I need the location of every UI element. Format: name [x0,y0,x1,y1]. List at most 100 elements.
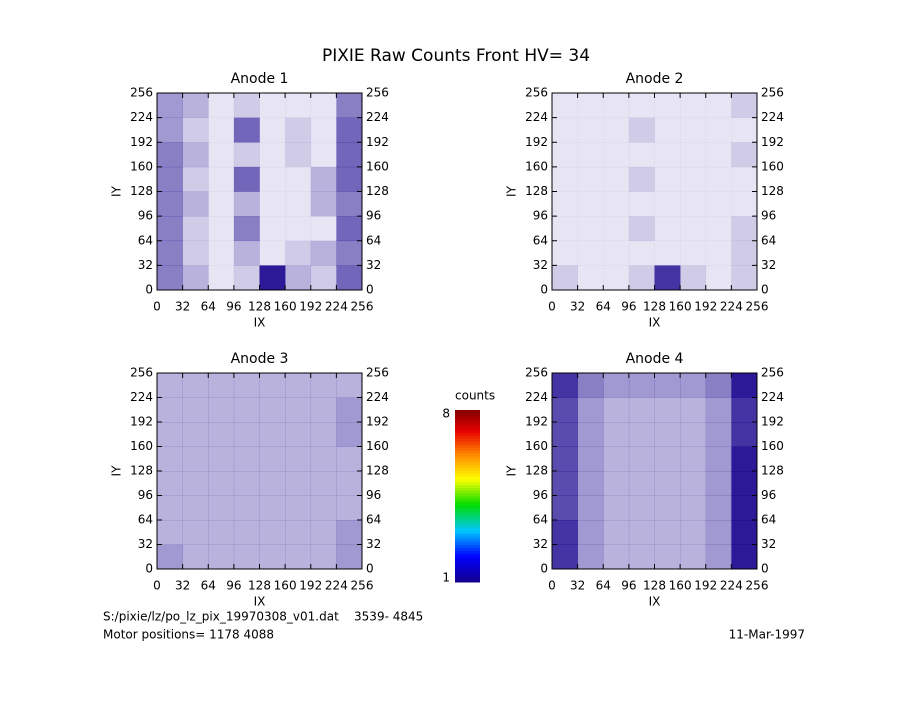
heat-cell [182,142,209,168]
y-tick-label: 128 [525,464,548,478]
x-tick-label: 224 [720,579,743,593]
x-tick-label: 256 [351,579,374,593]
heat-cell [157,495,183,521]
y2-tick-label: 64 [366,513,381,527]
y-tick-label: 128 [130,184,153,198]
heat-cell [577,240,604,266]
y-tick-label: 256 [130,86,153,100]
y2-tick-label: 224 [366,110,389,124]
heat-cell [628,373,655,398]
heat-cell [336,495,363,521]
heat-cell [552,93,578,118]
colorbar-swatch [455,547,480,551]
y-tick-label: 64 [533,513,548,527]
heat-cell [731,471,758,496]
heat-cell [182,265,209,291]
colorbar-swatch [455,453,480,457]
heat-cell [603,166,630,192]
heat-cell [336,93,363,118]
colorbar-swatch [455,573,480,577]
heat-cell [259,117,286,143]
colorbar-swatch [455,444,480,448]
colorbar-swatch [455,541,480,546]
heat-cell [208,142,235,168]
x-tick-label: 32 [175,300,190,314]
heat-cell [552,117,578,143]
y-tick-label: 96 [533,488,548,502]
colorbar-swatch [455,518,480,523]
colorbar-swatch [455,427,480,431]
heat-cell [259,240,286,266]
heat-cell [628,142,655,168]
x-axis-label: IX [649,316,661,330]
y-tick-label: 64 [138,233,153,247]
heat-cell [705,265,732,291]
heat-cell [654,471,681,496]
x-tick-label: 128 [248,300,271,314]
x-axis-label: IX [254,316,266,330]
heat-cell [182,93,209,118]
y-tick-label: 0 [145,283,153,297]
heat-cell [233,544,260,570]
heat-cell [285,422,312,447]
heat-cell [552,471,578,496]
y2-tick-label: 224 [761,110,784,124]
colorbar-swatch [455,513,480,517]
heat-cell [310,520,337,545]
heat-cell [208,240,235,266]
heat-cell [310,265,337,291]
colorbar-swatch [455,501,480,506]
heat-cell [654,373,681,398]
heat-cell [731,117,758,143]
heat-cell [654,265,681,291]
heat-cell [577,166,604,192]
x-tick-label: 64 [201,579,216,593]
heat-cell [182,216,209,242]
colorbar-swatch [455,516,480,520]
x-tick-label: 96 [226,579,241,593]
heat-cell [705,142,732,168]
heat-cell [285,93,312,118]
colorbar-swatch [455,524,480,529]
y-tick-label: 192 [525,415,548,429]
x-tick-label: 256 [746,300,769,314]
y2-tick-label: 32 [761,258,776,272]
heat-cell [577,373,604,398]
heat-cell [680,495,707,521]
heat-cell [654,142,681,168]
heat-cell [731,216,758,242]
x-tick-label: 256 [351,300,374,314]
colorbar-swatch [455,421,480,425]
heat-cell [654,422,681,447]
heat-cell [705,422,732,447]
heat-cell [336,216,363,242]
y2-tick-label: 96 [761,488,776,502]
y-axis-label: IY [505,465,519,477]
heat-cell [680,397,707,423]
heat-cell [310,495,337,521]
heat-cell [577,397,604,423]
y-tick-label: 160 [525,439,548,453]
heat-cell [310,446,337,472]
x-tick-label: 192 [299,579,322,593]
heat-cell [157,373,183,398]
heat-cell [603,216,630,242]
colorbar-swatch [455,510,480,514]
x-tick-label: 96 [226,300,241,314]
heat-cell [208,93,235,118]
colorbar-tick-label: 1 [442,571,450,585]
colorbar-swatch [455,475,480,480]
y-tick-label: 224 [130,390,153,404]
heat-cell [208,471,235,496]
heat-cell [285,446,312,472]
colorbar-swatch [455,556,480,560]
heat-cell [603,446,630,472]
heat-cell [705,216,732,242]
heat-cell [233,265,260,291]
heat-cell [310,422,337,447]
colorbar-swatch [455,553,480,557]
colorbar-swatch [455,576,480,580]
heat-cell [285,373,312,398]
colorbar-swatch [455,424,480,428]
y2-tick-label: 96 [366,209,381,223]
